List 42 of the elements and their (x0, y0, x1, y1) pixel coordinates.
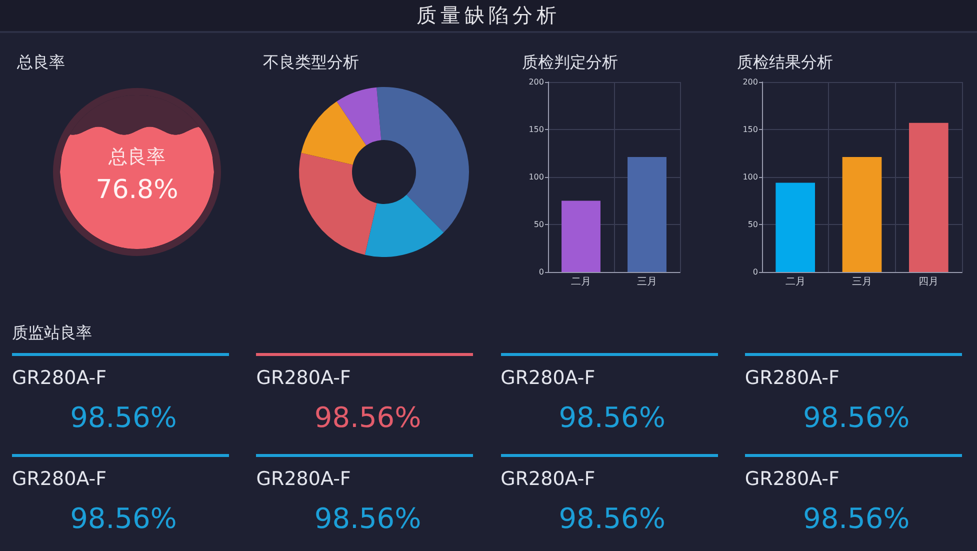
data-label: 98.56% (70, 502, 177, 535)
category-label: GR280A-F (744, 367, 840, 389)
y-tick-label: 100 (528, 172, 544, 182)
bar (909, 122, 948, 272)
category-label: GR280A-F (744, 468, 840, 490)
y-tick-label: 50 (748, 220, 758, 229)
category-label: GR280A-F (256, 367, 351, 389)
x-tick-label: 三月 (852, 276, 872, 288)
category-label: GR280A-F (256, 468, 351, 490)
bar (776, 182, 815, 272)
bar (842, 157, 882, 272)
y-tick-label: 200 (528, 78, 544, 86)
data-label: 98.56% (558, 502, 666, 535)
data-label: 98.56% (314, 502, 422, 535)
category-label: 总良率 (108, 146, 166, 168)
text: 总良率 (16, 52, 65, 72)
chart-title: 质检结果分析 (737, 52, 833, 72)
y-tick-label: 150 (528, 125, 544, 134)
data-label: 98.56% (558, 401, 666, 434)
y-tick-label: 0 (538, 268, 544, 276)
data-label: 98.56% (314, 401, 422, 434)
category-label: GR280A-F (12, 468, 107, 490)
data-label: 98.56% (803, 502, 910, 535)
data-label: 76.8% (96, 175, 178, 205)
category-label: GR280A-F (500, 468, 596, 490)
category-label: GR280A-F (12, 367, 107, 389)
text: 质监站良率 (12, 323, 92, 342)
y-tick-label: 0 (752, 268, 758, 276)
text: 质量缺陷分析 (416, 3, 560, 27)
x-tick-label: 四月 (918, 276, 939, 288)
x-tick-label: 二月 (571, 276, 591, 288)
y-tick-label: 200 (742, 78, 758, 86)
y-tick-label: 150 (742, 125, 758, 134)
y-tick-label: 100 (742, 172, 758, 182)
x-tick-label: 三月 (637, 276, 657, 288)
data-label: 98.56% (803, 401, 910, 434)
y-tick-label: 50 (534, 220, 544, 229)
x-tick-label: 二月 (785, 276, 806, 288)
chart-title: 不良类型分析 (263, 52, 359, 72)
chart-title: 质检判定分析 (522, 52, 618, 72)
data-label: 98.56% (70, 401, 177, 434)
category-label: GR280A-F (500, 367, 596, 389)
